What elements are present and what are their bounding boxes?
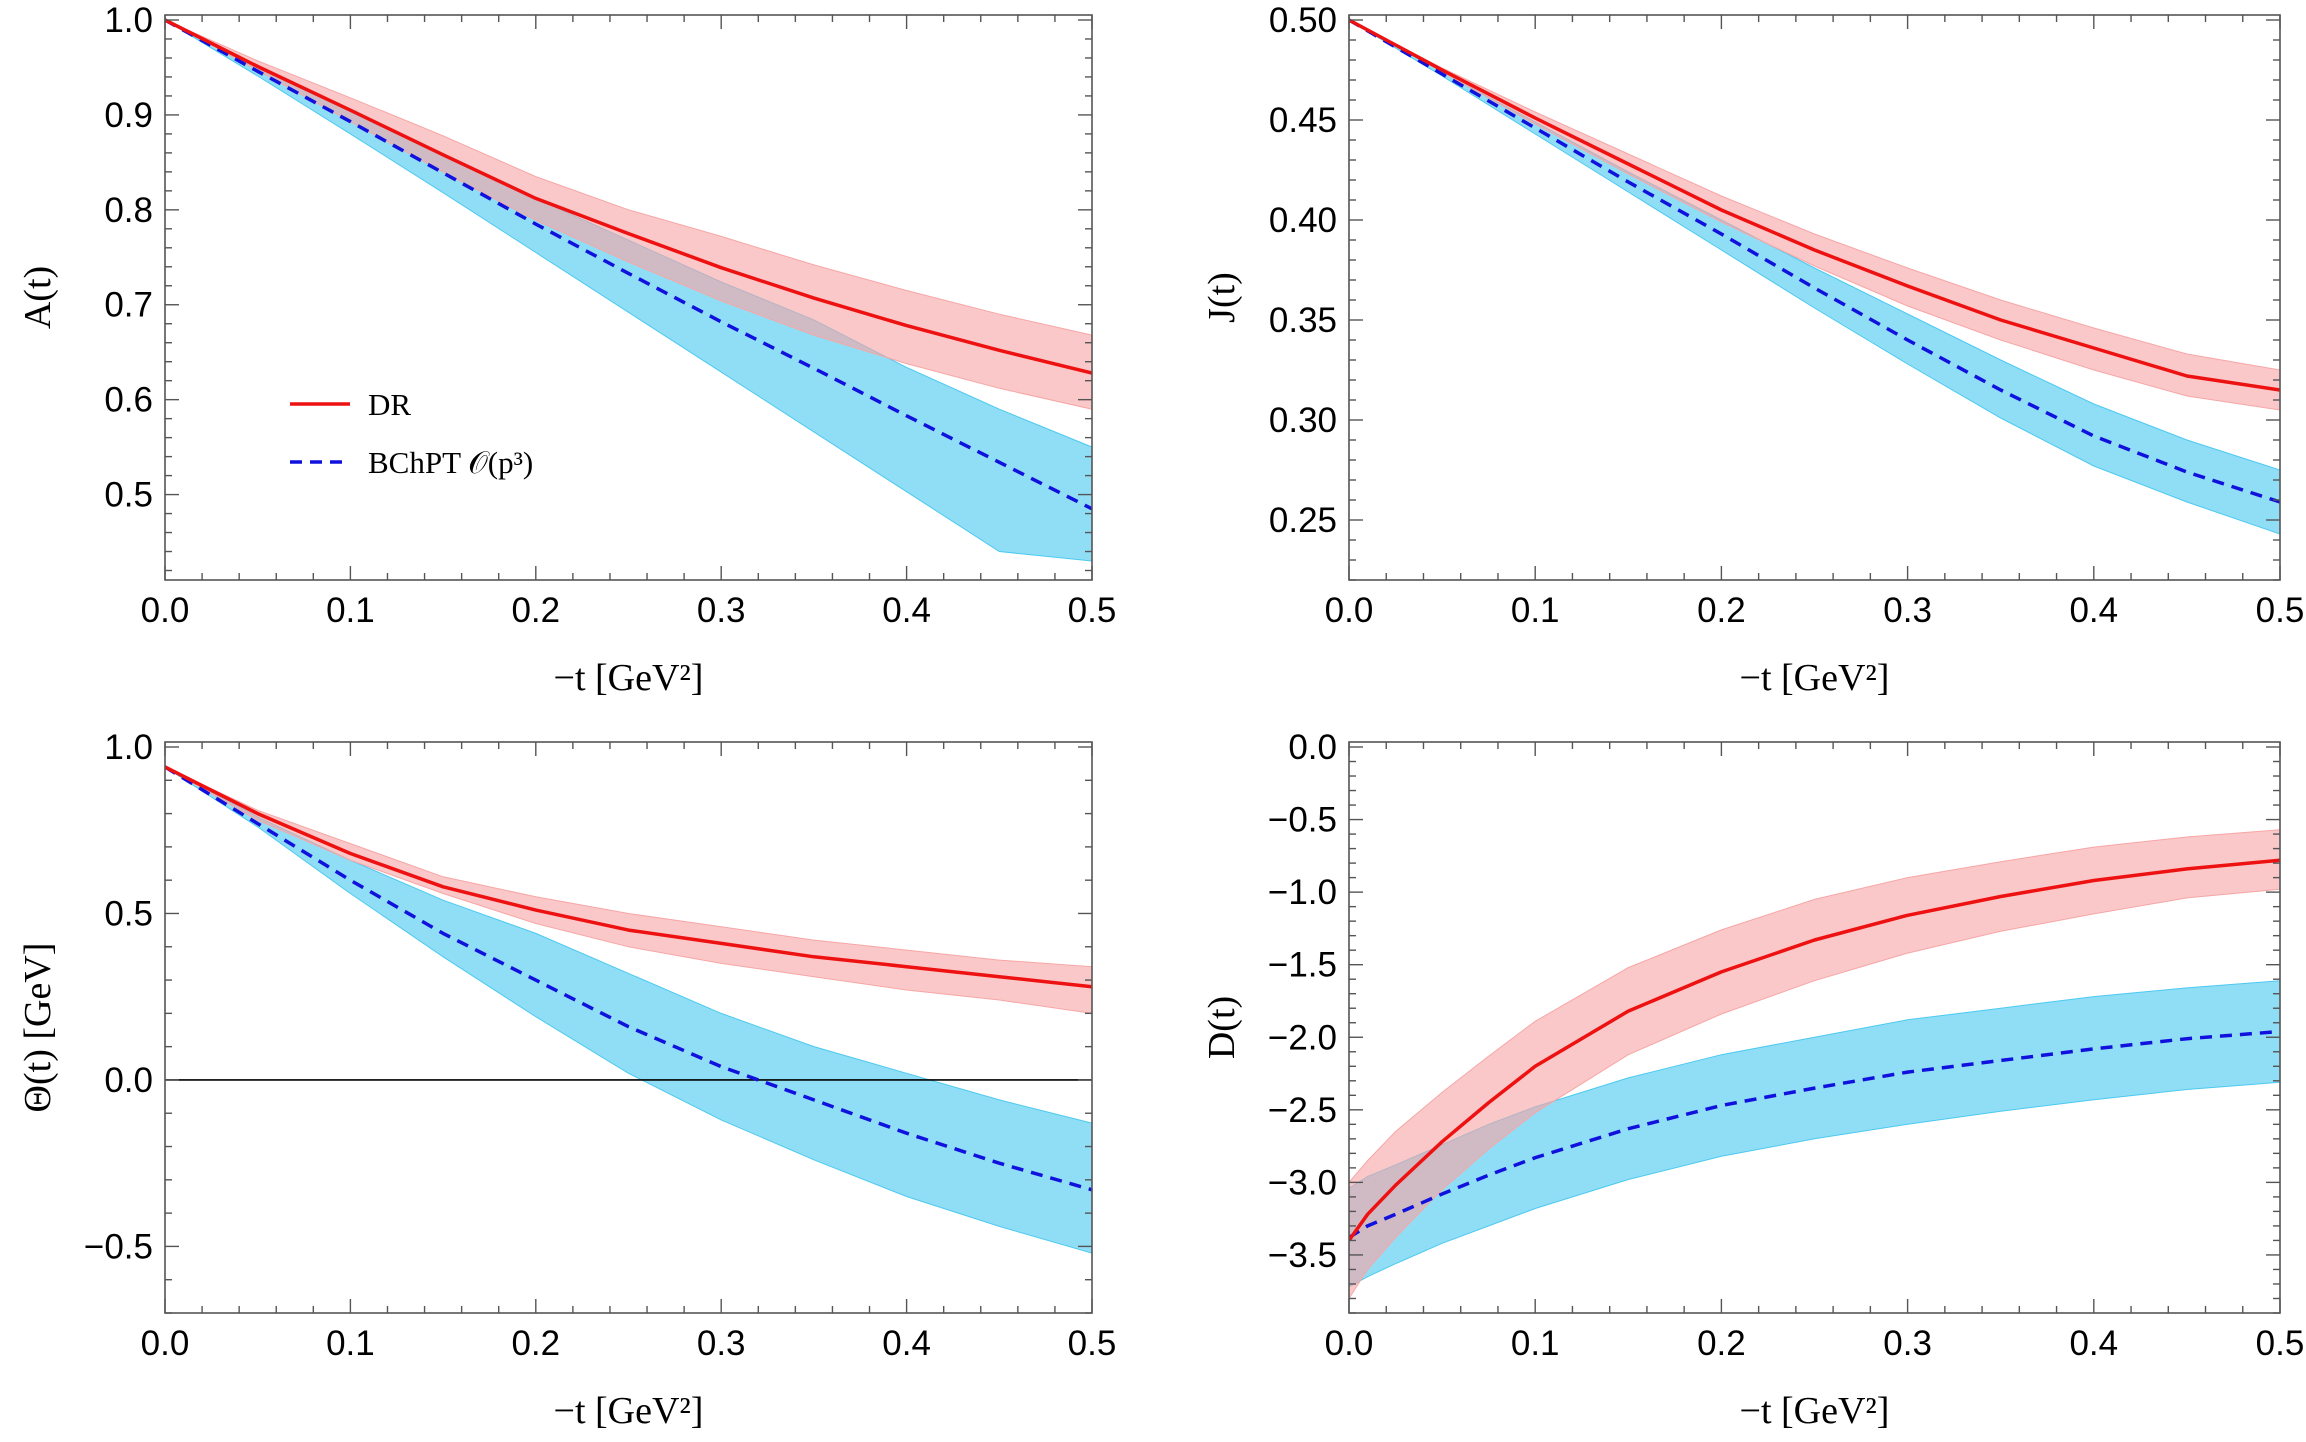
x-tick-label: 0.4 [2069, 1324, 2118, 1363]
x-tick-label: 0.4 [882, 1324, 931, 1363]
y-tick-label: 0.6 [104, 381, 153, 420]
x-tick-label: 0.2 [511, 1324, 560, 1363]
y-tick-label: 0.35 [1269, 301, 1337, 340]
bchpt-uncertainty-band [165, 19, 1092, 562]
dr-series-line [1349, 858, 2280, 1242]
x-axis-label: −t [GeV²] [1740, 1390, 1890, 1432]
bchpt-series-line [165, 18, 1092, 511]
panel-Theta: 0.0 0.1 0.2 0.3 0.4 0.5 −0.5 0.0 0.5 1.0 −t [GeV²]… [17, 728, 1116, 1432]
dr-uncertainty-band [1349, 19, 2280, 411]
panel-D: 0.0 0.1 0.2 0.3 0.4 0.5 −3.5 −3.0 −2.5 −2.0 −1.5 −1… [1201, 728, 2304, 1432]
plot-frame [164, 741, 1093, 1314]
y-tick-label: −2.5 [1268, 1091, 1337, 1130]
x-tick-label: 0.2 [1697, 591, 1746, 630]
x-tick-label: 0.4 [882, 591, 931, 630]
x-tick-label: 0.5 [2256, 591, 2305, 630]
x-tick-label: 0.4 [2069, 591, 2118, 630]
x-axis-label: −t [GeV²] [1740, 657, 1890, 699]
bchpt-uncertainty-band [165, 766, 1092, 1254]
y-tick-label: −2.0 [1268, 1018, 1337, 1057]
y-tick-label: 1.0 [104, 728, 153, 767]
x-tick-label: 0.0 [141, 1324, 190, 1363]
y-tick-label: −0.5 [84, 1227, 153, 1266]
x-tick-label: 0.2 [1697, 1324, 1746, 1363]
panel-J: 0.0 0.1 0.2 0.3 0.4 0.5 0.25 0.30 0.35 0.40 0.45 0.… [1201, 1, 2304, 699]
y-tick-label: −3.5 [1268, 1236, 1337, 1275]
dr-uncertainty-band [165, 766, 1092, 1014]
dr-series-line [165, 765, 1092, 989]
bchpt-series-line [165, 765, 1092, 1192]
x-tick-label: 0.2 [511, 591, 560, 630]
dr-uncertainty-band [165, 19, 1092, 410]
y-tick-label: 0.8 [104, 191, 153, 230]
x-tick-label: 0.0 [141, 591, 190, 630]
x-axis-label: −t [GeV²] [554, 657, 704, 699]
x-tick-label: 0.3 [697, 591, 746, 630]
y-axis-label: A(t) [17, 266, 59, 329]
y-tick-label: 0.9 [104, 96, 153, 135]
y-tick-label: 0.5 [104, 894, 153, 933]
y-tick-label: 1.0 [104, 1, 153, 40]
bchpt-series-line [1349, 18, 2280, 504]
y-tick-label: −3.0 [1268, 1163, 1337, 1202]
y-tick-label: −1.5 [1268, 946, 1337, 985]
plot-area [165, 18, 1092, 562]
plot-area [165, 765, 1092, 1254]
plot-area [1349, 829, 2280, 1300]
y-tick-label: −1.0 [1268, 873, 1337, 912]
y-tick-label: 0.0 [1288, 728, 1337, 767]
x-tick-label: 0.3 [1883, 1324, 1932, 1363]
y-tick-label: 0.40 [1269, 201, 1337, 240]
legend-dr-label: DR [368, 387, 411, 422]
y-axis-label: J(t) [1201, 272, 1243, 323]
y-tick-label: 0.30 [1269, 401, 1337, 440]
y-tick-label: 0.45 [1269, 101, 1337, 140]
panel-A: 0.0 0.1 0.2 0.3 0.4 0.5 0.5 0.6 0.7 0.8 0.9 1.0 −t [… [17, 1, 1116, 699]
plot-frame [1348, 14, 2281, 581]
y-tick-label: 0.0 [104, 1061, 153, 1100]
x-axis-label: −t [GeV²] [554, 1390, 704, 1432]
y-tick-label: 0.5 [104, 476, 153, 515]
y-tick-label: 0.7 [104, 286, 153, 325]
x-tick-label: 0.1 [326, 591, 375, 630]
plot-area [1349, 18, 2280, 535]
x-tick-label: 0.1 [1511, 591, 1560, 630]
x-tick-label: 0.5 [2256, 1324, 2305, 1363]
y-axis-label: Θ(t) [GeV] [17, 943, 59, 1113]
x-tick-label: 0.5 [1068, 591, 1117, 630]
x-tick-label: 0.3 [1883, 591, 1932, 630]
dr-uncertainty-band [1349, 829, 2280, 1300]
legend-bchpt-label: BChPT 𝒪(p³) [368, 445, 533, 480]
dr-series-line [1349, 18, 2280, 392]
bchpt-series-line [1349, 1029, 2280, 1239]
legend: DR BChPT 𝒪(p³) [290, 387, 533, 480]
y-tick-label: 0.50 [1269, 1, 1337, 40]
x-tick-label: 0.3 [697, 1324, 746, 1363]
dr-series-line [165, 18, 1092, 375]
x-tick-label: 0.1 [326, 1324, 375, 1363]
y-tick-label: 0.25 [1269, 501, 1337, 540]
y-axis-label: D(t) [1201, 996, 1243, 1059]
x-tick-label: 0.0 [1325, 591, 1374, 630]
plot-frame [164, 14, 1093, 581]
x-tick-label: 0.5 [1068, 1324, 1117, 1363]
y-tick-label: −0.5 [1268, 801, 1337, 840]
x-tick-label: 0.0 [1325, 1324, 1374, 1363]
x-tick-label: 0.1 [1511, 1324, 1560, 1363]
plot-frame [1348, 741, 2281, 1314]
